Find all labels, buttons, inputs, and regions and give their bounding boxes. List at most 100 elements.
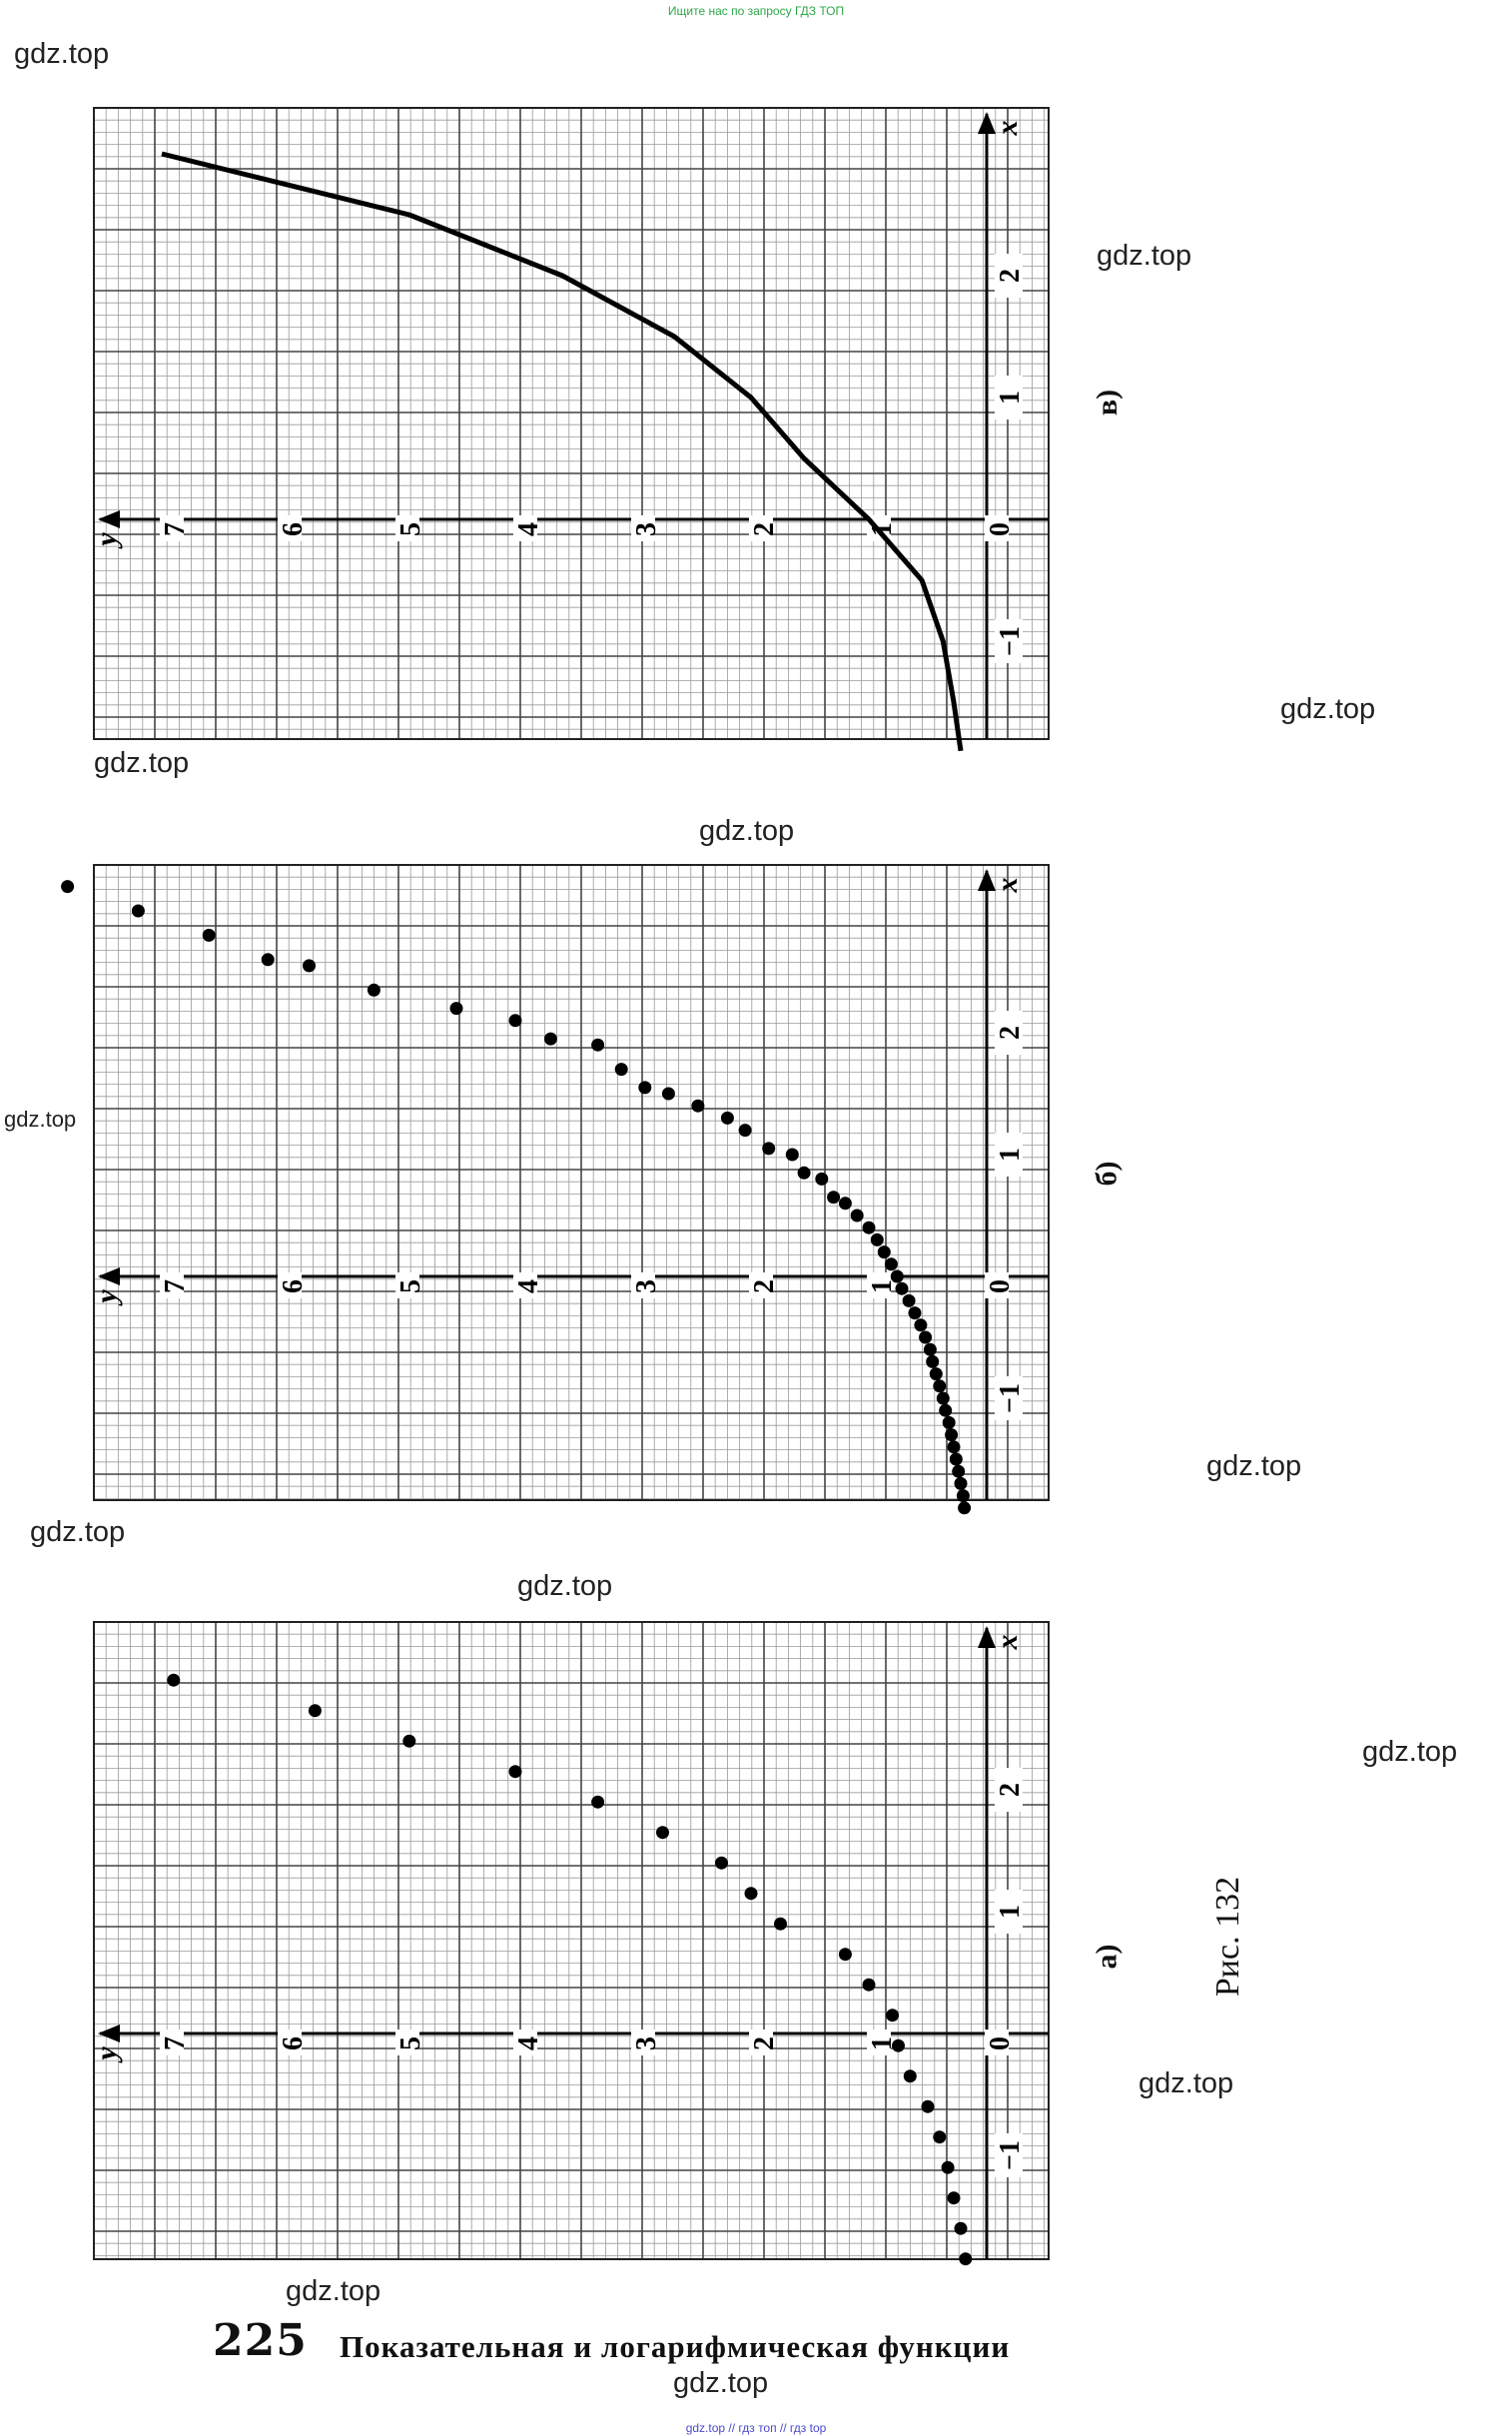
tick-bg xyxy=(278,515,302,541)
tick-bg xyxy=(631,2030,655,2055)
y-tick-label: 5 xyxy=(395,2036,426,2050)
data-point xyxy=(815,1172,829,1186)
y-axis-label: y xyxy=(90,2046,123,2063)
data-point xyxy=(738,1124,752,1138)
data-point xyxy=(638,1081,652,1095)
y-axis-label: y xyxy=(90,532,123,549)
data-point xyxy=(914,1318,928,1332)
data-point xyxy=(929,1367,943,1381)
y-axis-label: y xyxy=(90,1289,123,1306)
data-point xyxy=(661,1087,675,1101)
figure-caption: Рис. 132 xyxy=(1209,1876,1246,1998)
tick-bg xyxy=(995,376,1023,419)
data-point xyxy=(591,1038,605,1052)
data-point xyxy=(870,1232,884,1246)
page-title: Показательная и логарифмическая функции xyxy=(340,2329,1011,2364)
data-point xyxy=(884,1257,898,1271)
data-point xyxy=(850,1209,864,1222)
watermark: gdz.top xyxy=(1280,693,1376,725)
x-tick-label: 2 xyxy=(995,269,1026,283)
x-tick-label: −1 xyxy=(995,626,1026,656)
data-point xyxy=(131,904,145,918)
tick-bg xyxy=(513,515,537,541)
tick-bg xyxy=(995,2133,1023,2177)
data-point xyxy=(949,1452,963,1466)
data-point xyxy=(947,2191,961,2205)
tick-bg xyxy=(995,1890,1023,1934)
tick-bg xyxy=(995,619,1023,663)
data-point xyxy=(959,2252,973,2266)
data-point xyxy=(952,1464,966,1478)
y-tick-label: 6 xyxy=(278,522,309,536)
y-tick-label: 0 xyxy=(985,1279,1016,1293)
data-point xyxy=(933,1379,947,1393)
x-tick-label: 2 xyxy=(995,1783,1026,1797)
tick-bg xyxy=(278,2030,302,2055)
tick-bg xyxy=(513,2030,537,2055)
watermark: gdz.top xyxy=(1138,2067,1234,2099)
y-tick-label: 2 xyxy=(749,2036,780,2050)
x-tick-label: 1 xyxy=(995,1905,1026,1919)
data-point xyxy=(936,1391,950,1405)
y-tick-label: 4 xyxy=(513,2036,544,2050)
data-point xyxy=(954,2221,968,2235)
tick-bg xyxy=(749,1272,773,1298)
y-tick-label: 3 xyxy=(631,522,662,536)
curve-series xyxy=(161,151,964,752)
tick-bg xyxy=(160,515,184,541)
data-point xyxy=(543,1032,557,1046)
watermark: gdz.top xyxy=(1097,240,1192,272)
data-point xyxy=(903,2069,917,2083)
watermark: gdz.top xyxy=(1206,1450,1302,1482)
watermark: gdz.top xyxy=(94,747,190,779)
watermark: gdz.top xyxy=(673,2367,769,2399)
y-tick-label: 5 xyxy=(395,522,426,536)
data-point xyxy=(720,1111,734,1125)
data-point xyxy=(715,1856,728,1870)
data-point xyxy=(303,959,316,973)
data-point xyxy=(862,1220,876,1234)
watermark: gdz.top xyxy=(1362,1736,1458,1768)
data-point xyxy=(933,2130,947,2144)
data-point xyxy=(862,1978,876,1992)
x-axis-label: x xyxy=(991,878,1024,894)
tick-bg xyxy=(631,1272,655,1298)
data-point xyxy=(785,1148,799,1162)
data-point xyxy=(402,1734,416,1748)
data-point xyxy=(945,1428,959,1442)
data-point xyxy=(656,1826,669,1840)
data-point xyxy=(797,1166,811,1180)
tick-bg xyxy=(395,515,419,541)
data-point xyxy=(947,1440,961,1454)
data-point xyxy=(877,1245,891,1259)
data-point xyxy=(167,1673,181,1687)
data-point xyxy=(892,2038,905,2052)
y-tick-label: 0 xyxy=(985,2036,1016,2050)
data-point xyxy=(908,1306,922,1320)
y-axis-arrow xyxy=(98,2025,120,2042)
top-note: Ищите нас по запросу ГДЗ ТОП xyxy=(667,4,845,18)
data-point xyxy=(744,1887,758,1901)
y-tick-label: 5 xyxy=(395,1279,426,1293)
tick-bg xyxy=(278,1272,302,1298)
watermark: gdz.top xyxy=(4,1107,77,1132)
data-point xyxy=(367,983,380,997)
x-axis-arrow xyxy=(978,1626,996,1648)
data-point xyxy=(202,928,216,942)
x-axis-arrow xyxy=(978,112,996,134)
data-point xyxy=(508,1014,522,1028)
data-point xyxy=(591,1795,605,1809)
data-point xyxy=(838,1948,852,1962)
y-tick-label: 2 xyxy=(749,522,780,536)
data-point xyxy=(886,2009,900,2023)
data-point xyxy=(919,1330,933,1344)
data-point xyxy=(895,1281,909,1295)
y-tick-label: 6 xyxy=(278,1279,309,1293)
data-point xyxy=(449,1002,463,1016)
x-tick-label: 1 xyxy=(995,1148,1026,1162)
graph-v: xy7 6 5 4 3 2 1 021−1 xyxy=(90,107,1050,752)
data-point xyxy=(923,1342,937,1356)
y-tick-label: 1 xyxy=(867,1279,898,1293)
data-point xyxy=(261,953,275,967)
